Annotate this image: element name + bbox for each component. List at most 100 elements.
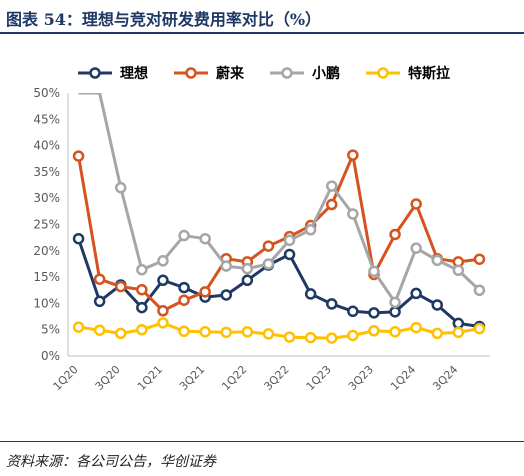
y-tick-label: 0% (41, 349, 60, 363)
data-point-series-0 (326, 298, 338, 310)
data-point-series-1 (410, 198, 422, 210)
data-point-series-3 (304, 331, 317, 344)
data-point-series-1 (136, 283, 148, 296)
data-point-series-2 (410, 242, 422, 254)
y-tick-label: 15% (33, 270, 60, 284)
x-tick-label: 1Q21 (135, 363, 165, 393)
data-point-series-2 (178, 229, 190, 242)
data-point-series-1 (199, 286, 211, 298)
data-point-series-0 (304, 288, 317, 300)
legend-label-tesla: 特斯拉 (408, 66, 450, 82)
data-point-series-1 (93, 273, 106, 285)
data-point-series-0 (93, 295, 106, 308)
data-point-series-3 (326, 332, 338, 344)
data-point-series-1 (115, 280, 127, 293)
data-point-series-3 (262, 328, 275, 340)
data-point-series-2 (452, 264, 465, 277)
data-point-series-2 (199, 232, 211, 245)
legend-item-lixiang: 理想 (78, 63, 148, 83)
data-point-series-3 (241, 326, 254, 338)
data-point-series-0 (431, 299, 443, 311)
data-point-series-0 (136, 301, 148, 314)
data-point-series-0 (178, 281, 190, 294)
legend-swatch-nio (174, 67, 208, 79)
y-tick-label: 45% (33, 112, 60, 126)
data-point-series-3 (199, 326, 211, 338)
y-tick-label: 20% (33, 244, 60, 258)
data-point-series-2 (283, 234, 296, 247)
legend-item-xpeng: 小鹏 (270, 63, 340, 83)
data-point-series-3 (93, 324, 106, 336)
legend-item-tesla: 特斯拉 (366, 63, 450, 83)
data-point-series-2 (262, 258, 275, 270)
legend-swatch-lixiang (78, 67, 112, 79)
x-tick-label: 3Q24 (430, 363, 460, 393)
data-point-series-3 (431, 327, 443, 340)
y-tick-label: 35% (33, 165, 60, 179)
data-point-series-0 (368, 307, 380, 319)
x-tick-label: 3Q22 (262, 363, 292, 393)
data-point-series-2 (136, 263, 148, 276)
footer-rule (0, 441, 524, 442)
data-point-series-3 (389, 326, 401, 338)
data-point-series-2 (326, 180, 338, 192)
x-tick-label: 3Q20 (93, 363, 123, 393)
x-tick-label: 1Q22 (219, 363, 249, 393)
data-point-series-3 (368, 325, 380, 337)
data-point-series-3 (283, 331, 296, 343)
legend-label-nio: 蔚来 (216, 66, 244, 82)
data-point-series-1 (178, 294, 190, 306)
data-point-series-2 (304, 224, 317, 236)
data-point-series-2 (220, 260, 232, 272)
data-point-series-1 (389, 228, 401, 241)
data-point-series-0 (347, 305, 359, 318)
x-tick-label: 1Q23 (304, 363, 334, 393)
data-point-series-1 (72, 150, 85, 162)
data-point-series-2 (157, 255, 169, 267)
data-point-series-3 (178, 325, 190, 338)
data-point-series-0 (389, 306, 401, 318)
data-point-series-3 (410, 321, 422, 334)
data-point-series-0 (410, 287, 422, 300)
data-point-series-0 (157, 274, 169, 287)
data-point-series-1 (262, 240, 275, 252)
x-tick-label: 1Q24 (388, 363, 418, 393)
legend-item-nio: 蔚来 (174, 63, 244, 83)
data-point-series-3 (72, 321, 85, 333)
data-point-series-0 (452, 317, 465, 330)
data-point-series-3 (347, 329, 359, 342)
data-point-series-2 (473, 284, 486, 296)
data-point-series-0 (220, 289, 232, 301)
data-point-series-2 (347, 208, 359, 220)
data-point-series-3 (136, 323, 148, 336)
title-underline (0, 32, 524, 34)
data-point-series-2 (389, 296, 401, 309)
x-tick-label: 3Q23 (346, 363, 376, 393)
data-point-series-1 (347, 149, 359, 161)
y-tick-label: 10% (33, 296, 60, 310)
legend-label-xpeng: 小鹏 (312, 66, 340, 82)
data-point-series-0 (241, 274, 254, 287)
data-point-series-2 (431, 254, 443, 267)
y-tick-label: 50% (33, 86, 60, 100)
source-note: 资料来源：各公司公告，华创证券 (6, 454, 216, 470)
x-tick-label: 1Q20 (51, 363, 81, 393)
data-point-series-2 (241, 262, 254, 275)
y-tick-label: 40% (33, 139, 60, 153)
data-point-series-1 (157, 305, 169, 317)
data-point-series-3 (157, 317, 169, 329)
y-tick-label: 30% (33, 191, 60, 205)
data-point-series-1 (326, 198, 338, 211)
data-point-series-2 (368, 265, 380, 278)
legend-label-lixiang: 理想 (120, 66, 148, 82)
data-point-series-3 (220, 326, 232, 339)
y-tick-label: 25% (33, 218, 60, 232)
x-tick-label: 3Q21 (177, 363, 207, 393)
chart-legend: 理想 蔚来 小鹏 特斯拉 (78, 63, 450, 83)
y-tick-label: 5% (41, 323, 60, 337)
chart-title: 图表 54：理想与竞对研发费用率对比（%） (6, 10, 322, 29)
legend-swatch-xpeng (270, 67, 304, 79)
data-point-series-3 (115, 327, 127, 340)
data-point-series-1 (473, 253, 486, 265)
